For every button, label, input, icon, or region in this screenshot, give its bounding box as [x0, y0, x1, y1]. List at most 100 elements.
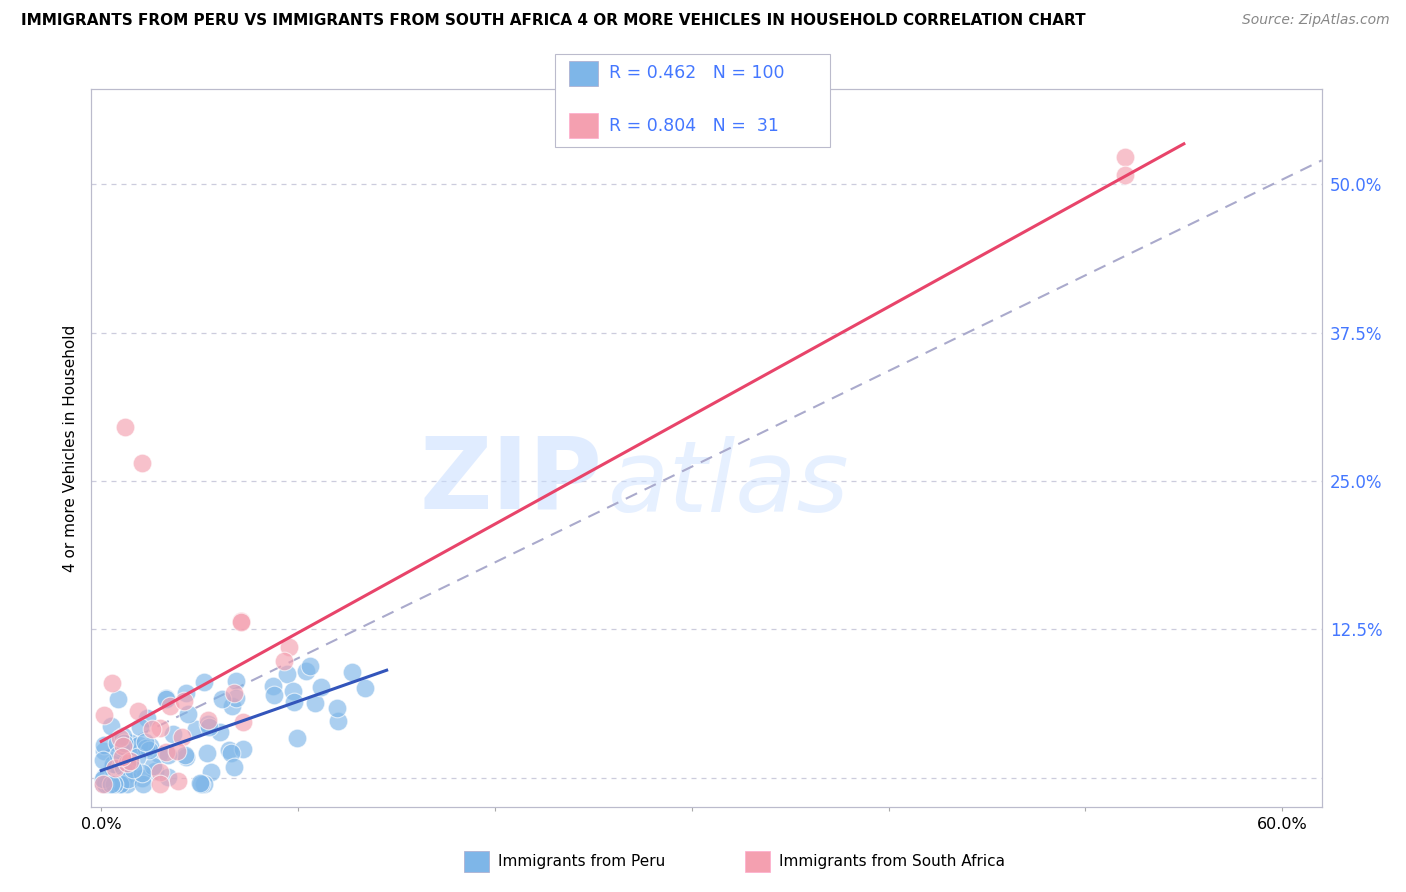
- Point: [91, 753, 114, 767]
- Point: [193, 776, 215, 790]
- Point: [120, 736, 142, 750]
- Point: [222, 686, 245, 700]
- Point: [149, 722, 172, 736]
- Point: [117, 736, 139, 750]
- Point: [221, 698, 243, 713]
- Point: [231, 614, 253, 628]
- Point: [93, 707, 115, 722]
- Point: [103, 771, 125, 785]
- Point: [118, 750, 141, 764]
- Point: [263, 688, 285, 702]
- Point: [93, 744, 115, 758]
- Point: [135, 711, 157, 725]
- Point: [157, 748, 180, 763]
- Point: [188, 776, 211, 790]
- Point: [295, 665, 318, 679]
- Point: [100, 719, 122, 733]
- Text: IMMIGRANTS FROM PERU VS IMMIGRANTS FROM SOUTH AFRICA 4 OR MORE VEHICLES IN HOUSE: IMMIGRANTS FROM PERU VS IMMIGRANTS FROM …: [21, 13, 1085, 29]
- Point: [177, 707, 200, 722]
- Point: [197, 713, 219, 727]
- Point: [115, 740, 138, 755]
- Point: [285, 731, 308, 746]
- Point: [117, 776, 139, 790]
- Point: [232, 715, 254, 730]
- Point: [111, 747, 134, 761]
- Point: [98, 776, 121, 790]
- Point: [1114, 168, 1136, 182]
- Point: [219, 746, 242, 760]
- Point: [96, 776, 118, 790]
- Point: [159, 699, 181, 714]
- Point: [198, 720, 221, 734]
- Point: [176, 750, 198, 764]
- Point: [128, 738, 150, 752]
- Point: [101, 761, 124, 775]
- Text: R = 0.804   N =  31: R = 0.804 N = 31: [609, 117, 779, 135]
- Point: [200, 764, 222, 779]
- Point: [162, 726, 184, 740]
- Point: [225, 690, 247, 705]
- Point: [273, 654, 295, 668]
- Point: [91, 776, 114, 790]
- Point: [114, 751, 136, 765]
- Point: [115, 756, 138, 770]
- Point: [101, 756, 124, 771]
- Point: [211, 691, 233, 706]
- Point: [105, 776, 128, 790]
- Text: atlas: atlas: [607, 435, 849, 533]
- Point: [173, 694, 195, 708]
- Point: [111, 760, 134, 774]
- Point: [139, 739, 162, 754]
- Point: [156, 770, 179, 784]
- Point: [149, 764, 172, 779]
- Point: [112, 770, 135, 784]
- Point: [129, 720, 152, 734]
- Point: [278, 640, 301, 655]
- Text: Source: ZipAtlas.com: Source: ZipAtlas.com: [1241, 13, 1389, 28]
- Text: Immigrants from South Africa: Immigrants from South Africa: [779, 855, 1005, 869]
- Point: [93, 776, 115, 790]
- Point: [142, 759, 165, 773]
- Point: [93, 738, 115, 752]
- Point: [155, 692, 177, 706]
- Point: [104, 761, 127, 775]
- Point: [353, 681, 375, 695]
- Point: [148, 747, 170, 761]
- Point: [224, 760, 246, 774]
- Point: [110, 776, 132, 790]
- Point: [131, 766, 153, 780]
- Point: [174, 685, 197, 699]
- Point: [118, 754, 141, 768]
- Point: [125, 750, 148, 764]
- Point: [112, 740, 135, 755]
- Point: [208, 724, 231, 739]
- Point: [197, 717, 219, 731]
- Y-axis label: 4 or more Vehicles in Household: 4 or more Vehicles in Household: [63, 325, 79, 572]
- Point: [111, 750, 134, 764]
- Point: [155, 745, 177, 759]
- Point: [114, 420, 136, 434]
- Point: [98, 776, 121, 790]
- Point: [110, 776, 132, 790]
- Point: [100, 776, 122, 790]
- Point: [111, 729, 134, 743]
- Point: [218, 743, 240, 757]
- Point: [283, 695, 305, 709]
- Point: [304, 697, 326, 711]
- Point: [166, 743, 188, 757]
- Point: [103, 776, 125, 790]
- Point: [112, 736, 135, 750]
- Point: [231, 615, 253, 629]
- Point: [122, 739, 145, 754]
- Point: [138, 742, 160, 756]
- Point: [155, 691, 177, 706]
- Point: [232, 741, 254, 756]
- Point: [132, 776, 155, 790]
- Point: [108, 776, 131, 790]
- Point: [197, 747, 219, 761]
- Point: [107, 758, 129, 772]
- Point: [190, 776, 212, 790]
- Point: [122, 763, 145, 777]
- Point: [342, 665, 364, 679]
- Point: [135, 741, 157, 756]
